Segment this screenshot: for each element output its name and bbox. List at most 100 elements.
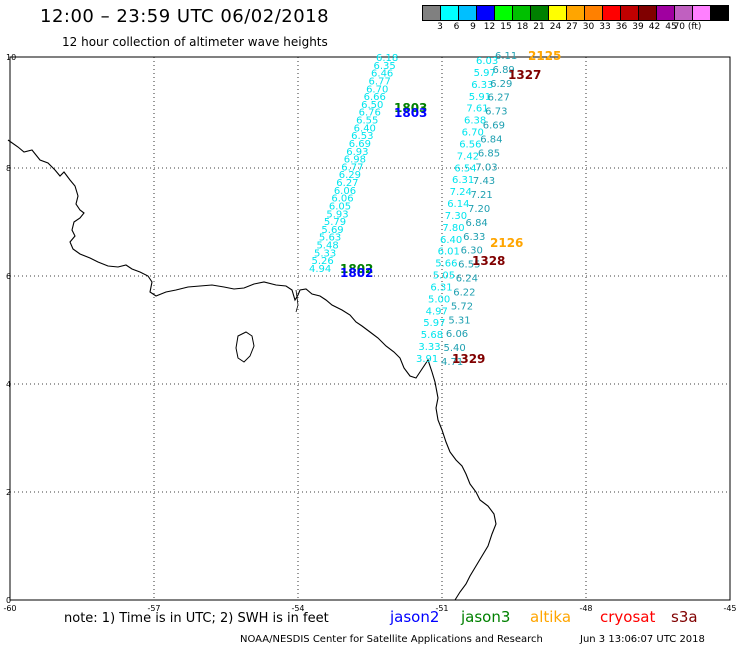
track-value-label: 6.89 — [493, 65, 515, 76]
color-scale-label: 42 — [648, 22, 661, 32]
track-value-label: 6.24 — [456, 274, 478, 285]
coastline — [7, 139, 497, 601]
track-value-label: 6.27 — [488, 93, 510, 104]
track-value-label: 3.33 — [418, 342, 440, 353]
track-value-label: 6.33 — [463, 232, 485, 243]
track-value-label: 6.35 — [374, 61, 396, 72]
track-value-label: 6.55 — [458, 260, 480, 271]
track-value-label: 6.50 — [361, 100, 383, 111]
pass-number-label: 2125 — [528, 49, 561, 63]
lat-lon-grid: -60 -57 -54 -51 -48 -45 0 2 4 6 8 10 — [3, 53, 736, 613]
track-value-label: 6.06 — [446, 329, 468, 340]
color-scale-label: 45 — [665, 22, 677, 32]
latitude-tick-label: 2 — [6, 488, 11, 497]
track-value-label: 6.40 — [440, 235, 462, 246]
longitude-tick-label: -51 — [435, 604, 448, 613]
island-outline — [235, 331, 255, 363]
longitude-tick-label: -54 — [291, 604, 304, 613]
track-value-label: 6.33 — [471, 80, 493, 91]
track-value-label: 5.66 — [435, 259, 457, 270]
river-outline — [295, 289, 299, 313]
pass-number-label: 1803 — [394, 101, 427, 115]
track-value-label: 5.48 — [316, 241, 338, 252]
legend-cryosat: cryosat — [600, 608, 656, 626]
track-value-label: 7.21 — [470, 190, 492, 201]
color-scale-label: 21 — [533, 22, 545, 32]
generated-timestamp: Jun 3 13:06:07 UTC 2018 — [580, 634, 705, 645]
track-value-label: 6.54 — [454, 163, 476, 174]
color-scale-cell — [710, 5, 729, 21]
track-value-label: 6.84 — [480, 134, 502, 145]
track-value-label: 5.97 — [474, 68, 496, 79]
color-scale-label: 15 — [500, 22, 512, 32]
track-value-label: 6.93 — [346, 147, 368, 158]
track-value-label: 4.94 — [309, 264, 331, 275]
track-value-label: 6.27 — [336, 178, 358, 189]
track-value-label: 7.30 — [445, 211, 467, 222]
track-value-label: 6.30 — [461, 246, 483, 257]
color-scale-label: 33 — [599, 22, 611, 32]
track-value-label: 5.31 — [448, 315, 470, 326]
track-value-label: 7.42 — [457, 151, 479, 162]
track-value-label: 6.11 — [495, 51, 517, 62]
color-scale-labels: 3 6 9 12 15 18 21 24 27 30 33 36 39 42 45 70 (ft) — [423, 22, 740, 34]
track-value-label: 5.79 — [324, 217, 346, 228]
track-value-label: 6.06 — [334, 186, 356, 197]
latitude-tick-label: 10 — [6, 53, 16, 62]
color-scale-label: 30 — [582, 22, 595, 32]
track-value-label: 6.31 — [452, 175, 474, 186]
color-scale-label: 24 — [549, 22, 562, 32]
track-value-label: 6.29 — [339, 170, 361, 181]
coastline-path — [7, 139, 497, 601]
track-value-label: 6.40 — [354, 123, 376, 134]
pass-number-label: 1803 — [394, 106, 427, 120]
legend-altika: altika — [530, 608, 572, 626]
color-scale-label: 39 — [632, 22, 644, 32]
track-value-label: 6.06 — [331, 194, 353, 205]
legend-jason2: jason2 — [390, 608, 440, 626]
color-scale-label: 6 — [453, 22, 460, 32]
color-scale-label: 9 — [470, 22, 476, 32]
pass-number-label: 2126 — [490, 236, 523, 250]
track-value-label: 6.66 — [364, 92, 386, 103]
track-value-label: 6.14 — [447, 199, 469, 210]
track-value-label: 6.69 — [349, 139, 371, 150]
legend-jason3: jason3 — [461, 608, 511, 626]
track-value-label: 6.70 — [462, 128, 484, 139]
track-value-label: 6.22 — [453, 287, 475, 298]
color-scale-label: 18 — [516, 22, 529, 32]
latitude-tick-label: 0 — [6, 596, 11, 605]
track-value-label: 5.93 — [326, 209, 348, 220]
color-scale-label: 27 — [566, 22, 578, 32]
track-value-label: 5.26 — [311, 256, 333, 267]
color-scale-bar — [422, 5, 729, 21]
track-value-label: 5.72 — [451, 301, 473, 312]
track-value-label: 5.00 — [428, 294, 450, 305]
track-value-label: 5.40 — [443, 343, 465, 354]
pass-number-label: 1802 — [340, 266, 373, 280]
track-value-label: 6.18 — [376, 53, 398, 64]
map-frame — [9, 56, 731, 601]
track-value-label: 6.84 — [466, 218, 488, 229]
track-value-label: 5.33 — [314, 248, 336, 259]
longitude-tick-label: -48 — [579, 604, 592, 613]
track-value-label: 6.77 — [341, 162, 363, 173]
pass-number-label: 1802 — [340, 262, 373, 276]
track-value-label: 5.91 — [469, 92, 491, 103]
track-value-label: 6.56 — [459, 139, 481, 150]
track-value-label: 6.55 — [356, 116, 378, 127]
track-value-label: 6.05 — [329, 201, 351, 212]
track-value-label: 7.20 — [468, 204, 490, 215]
color-scale-label: 3 — [437, 22, 443, 32]
longitude-tick-label: -60 — [3, 604, 16, 613]
track-value-label: 6.77 — [369, 76, 391, 87]
track-value-label: 6.53 — [351, 131, 373, 142]
track-value-label: 6.46 — [371, 69, 393, 80]
credit-text: NOAA/NESDIS Center for Satellite Applica… — [240, 634, 543, 645]
legend-s3a: s3a — [671, 608, 698, 626]
longitude-tick-label: -45 — [723, 604, 736, 613]
color-scale-label: 70 (ft) — [673, 22, 702, 32]
track-value-label: 5.69 — [321, 225, 343, 236]
pass-number-label: 1329 — [452, 352, 485, 366]
track-value-label: 6.38 — [464, 116, 486, 127]
